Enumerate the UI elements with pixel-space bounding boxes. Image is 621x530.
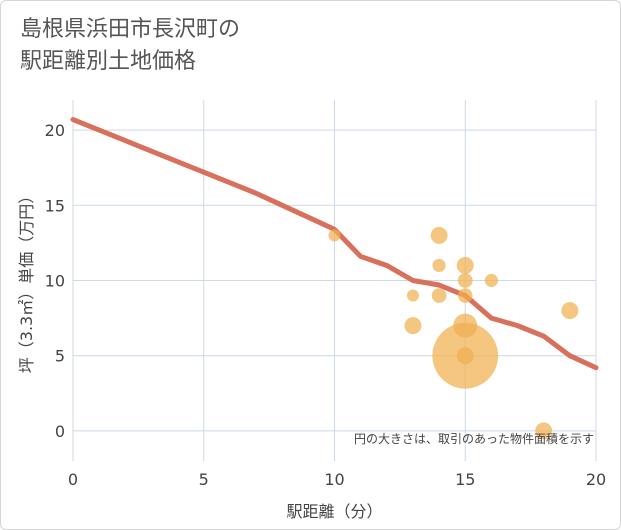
data-point [535,422,553,440]
bubble-layer [328,226,579,440]
y-tick-label: 5 [55,347,65,366]
data-point [453,313,478,338]
data-point [456,347,474,365]
tick-labels: 0 5 10 15 20 0 5 10 15 20 [45,121,607,489]
y-tick-label: 20 [45,121,65,140]
y-axis-label: 坪（3.3㎡）単価（万円） [17,188,36,373]
x-tick-label: 0 [68,470,78,489]
grid-lines [72,100,597,461]
trend-line [70,117,599,371]
x-tick-label: 10 [324,470,344,489]
data-point [484,273,498,288]
data-point [430,226,448,244]
title-line-1: 島根県浜田市長沢町の [20,17,241,42]
data-point [457,273,473,288]
data-point [432,258,446,273]
x-tick-label: 20 [586,470,606,489]
x-tick-label: 15 [455,470,475,489]
chart-note: 円の大きさは、取引のあった物件面積を示す [354,431,594,446]
x-tick-label: 5 [199,470,209,489]
data-point [404,317,422,335]
chart-title: 島根県浜田市長沢町の 駅距離別土地価格 [20,14,240,78]
data-point [561,302,579,320]
data-point [456,256,474,274]
data-point [457,288,473,303]
data-point [328,229,341,242]
data-point [431,288,447,303]
trend-line-layer [70,117,599,371]
y-tick-label: 10 [45,272,65,291]
data-point [406,289,419,302]
y-tick-label: 0 [55,422,65,441]
x-axis-label: 駅距離（分） [286,502,382,521]
title-line-2: 駅距離別土地価格 [20,49,197,74]
y-tick-label: 15 [45,196,65,215]
